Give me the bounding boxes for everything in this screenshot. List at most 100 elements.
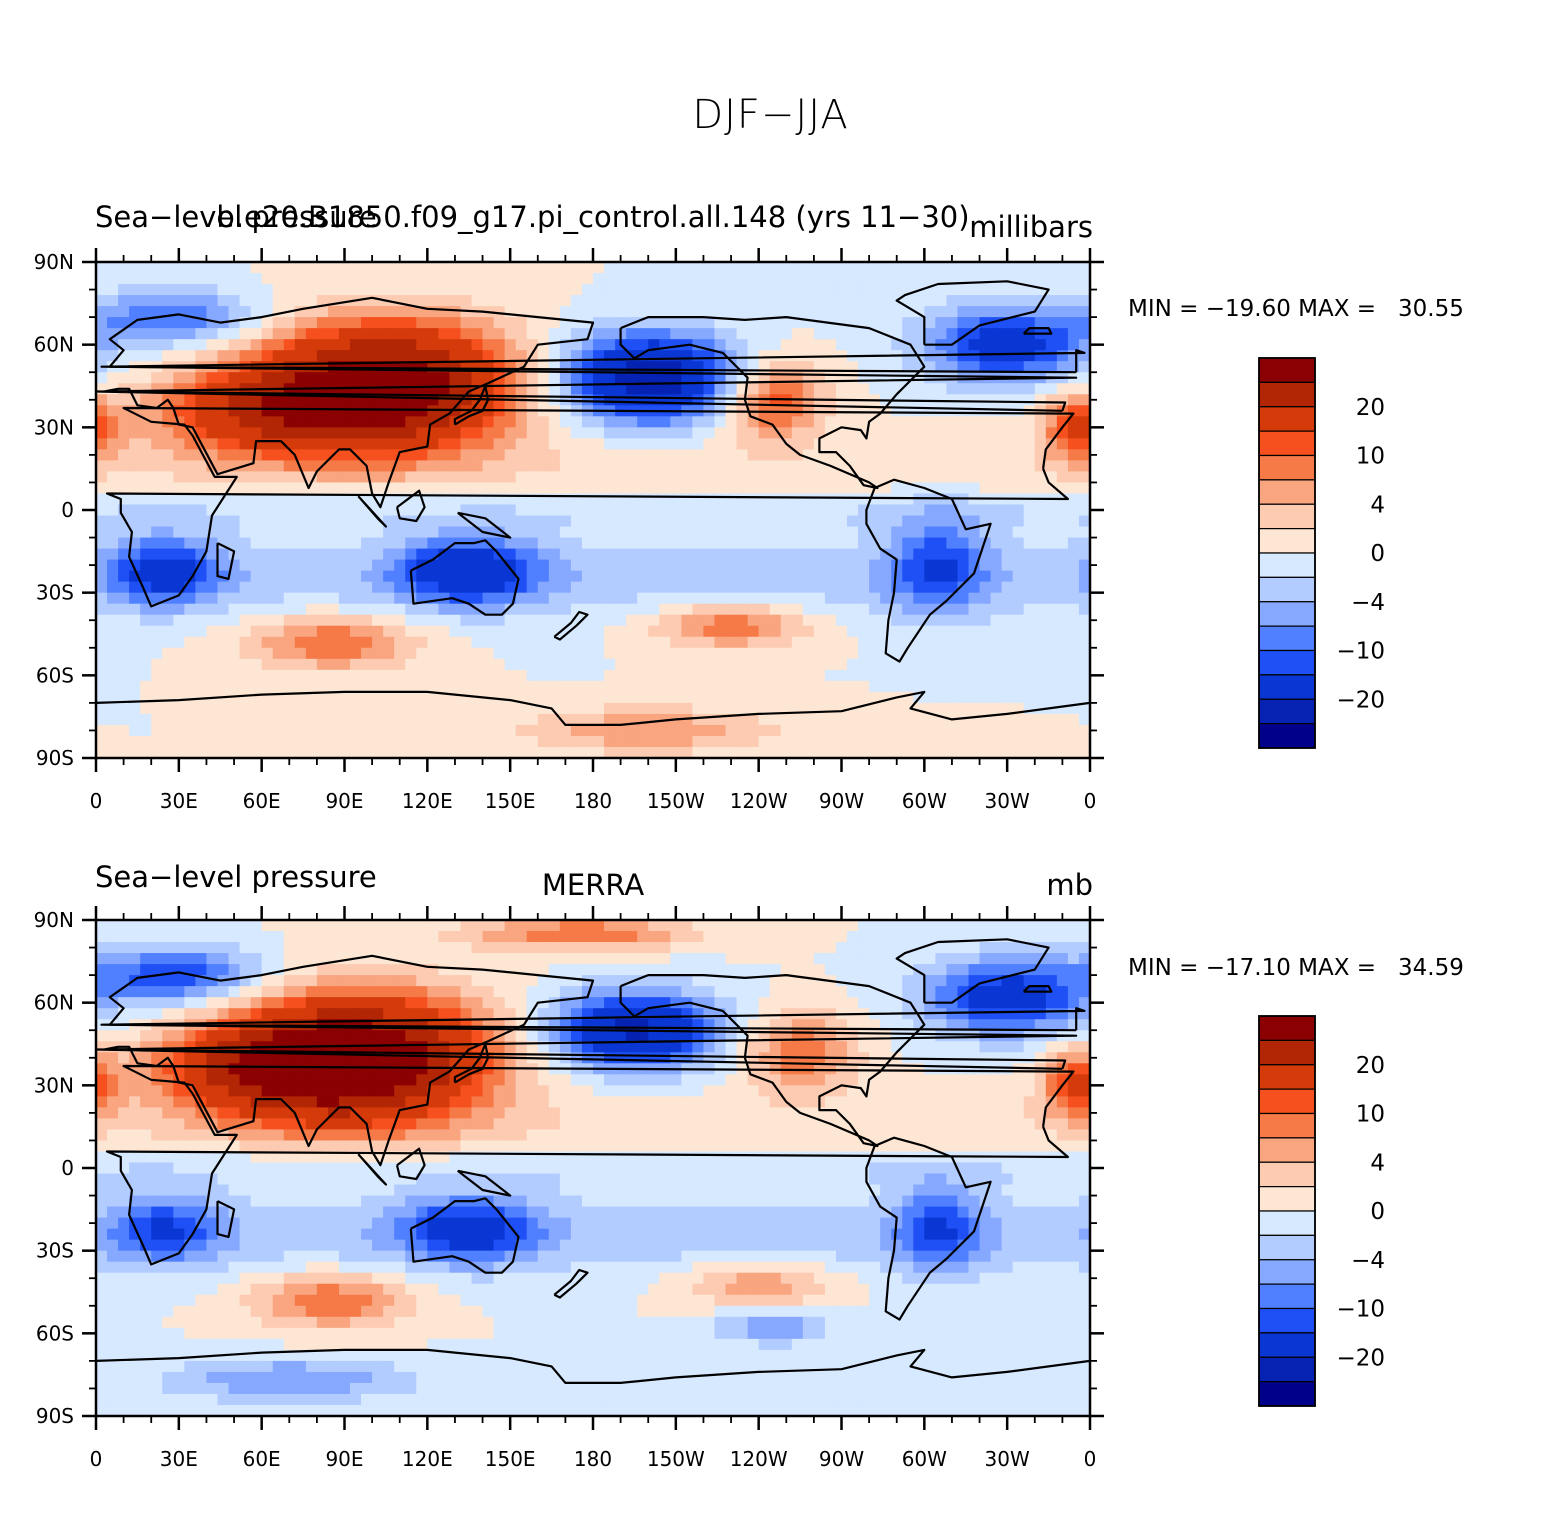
colorbar-swatch (1258, 381, 1316, 408)
lon-tick-label: 90W (819, 1447, 864, 1471)
colorbar-swatch (1258, 1307, 1316, 1334)
lat-tick-label: 0 (61, 1156, 74, 1180)
map-panel-0: 90N 60N 30N 0 30S 60S 90S 0 30E 60E 90E 120E 150E 180… (34, 248, 1385, 813)
panel-right-title: millibars (969, 210, 1093, 244)
panel-left-title: Sea−level pressure (95, 860, 377, 894)
colorbar-swatch (1258, 503, 1316, 530)
lat-tick-label: 90N (34, 908, 74, 932)
min-max-readout: MIN = −19.60 MAX = 30.55 (1128, 296, 1464, 322)
colorbar-swatch (1258, 1088, 1316, 1115)
colorbar-label: 20 (1356, 395, 1385, 421)
colorbar-swatch (1258, 1259, 1316, 1285)
lon-tick-label: 60W (902, 1447, 947, 1471)
colorbar-swatch (1258, 1356, 1316, 1383)
colorbar-swatch (1258, 454, 1316, 481)
colorbar-swatch (1258, 528, 1316, 554)
colorbar-label: −4 (1351, 1248, 1385, 1274)
colorbar-swatch (1258, 723, 1316, 749)
lat-tick-label: 90N (34, 250, 74, 274)
colorbar-swatch (1258, 649, 1316, 676)
colorbar-label: 10 (1356, 1102, 1385, 1128)
lon-tick-label: 90E (325, 789, 363, 813)
colorbar-label: −4 (1351, 590, 1385, 616)
colorbar-swatch (1258, 552, 1316, 578)
lon-tick-label: 120E (402, 1447, 453, 1471)
lon-tick-label: 90W (819, 789, 864, 813)
lat-tick-label: 30S (36, 581, 74, 605)
lon-tick-label: 120W (730, 1447, 788, 1471)
lon-tick-label: 180 (574, 1447, 612, 1471)
colorbar-label: −20 (1336, 1345, 1385, 1371)
panel-left-title: Sea−level pressure (95, 200, 377, 234)
lat-tick-label: 60S (36, 663, 74, 687)
colorbar-swatch (1258, 698, 1316, 725)
colorbar-swatch (1258, 406, 1316, 432)
pressure-field (96, 262, 1090, 758)
lon-tick-label: 30E (160, 1447, 198, 1471)
colorbar-label: −10 (1336, 1297, 1385, 1323)
coastlines (96, 938, 1090, 1384)
lat-tick-label: 90S (36, 746, 74, 770)
colorbar-label: −10 (1336, 639, 1385, 665)
colorbar-swatch (1258, 1234, 1316, 1261)
lat-tick-label: 0 (61, 498, 74, 522)
colorbar-label: 4 (1370, 1150, 1385, 1176)
lon-tick-label: 0 (90, 789, 103, 813)
colorbar-swatch (1258, 1332, 1316, 1358)
colorbar-swatch (1258, 1112, 1316, 1139)
colorbar-swatch (1258, 1015, 1316, 1041)
lon-tick-label: 60W (902, 789, 947, 813)
lat-tick-label: 60S (36, 1321, 74, 1345)
min-max-readout: MIN = −17.10 MAX = 34.59 (1128, 955, 1464, 981)
lon-tick-label: 150W (647, 1447, 705, 1471)
colorbar-swatch (1258, 1186, 1316, 1212)
colorbar-swatch (1258, 1039, 1316, 1066)
lat-tick-label: 60N (34, 333, 74, 357)
coastlines (96, 280, 1090, 726)
lon-tick-label: 0 (90, 1447, 103, 1471)
colorbar-swatch (1258, 601, 1316, 627)
colorbar: 20 10 4 0 −4 −10 −20 (1258, 1015, 1385, 1407)
colorbar-swatch (1258, 430, 1316, 457)
colorbar-label: −20 (1336, 687, 1385, 713)
lat-tick-label: 30N (34, 415, 74, 439)
lon-tick-label: 180 (574, 789, 612, 813)
panel-center-title: MERRA (541, 868, 645, 902)
colorbar-label: 0 (1370, 541, 1385, 567)
panel-center-title: b.e20.B1850.f09_g17.pi_control.all.148 (… (216, 200, 970, 234)
lat-tick-label: 60N (34, 991, 74, 1015)
lat-tick-label: 90S (36, 1404, 74, 1428)
panel-right-title: mb (1046, 868, 1093, 902)
lon-tick-label: 60E (243, 789, 281, 813)
lon-tick-label: 150E (485, 789, 536, 813)
colorbar-swatch (1258, 1210, 1316, 1236)
map-panel-1: 90N 60N 30N 0 30S 60S 90S 0 30E 60E 90E 120E 150E 180… (34, 906, 1385, 1471)
lon-tick-label: 30W (985, 1447, 1030, 1471)
colorbar-swatch (1258, 479, 1316, 505)
colorbar-swatch (1258, 1283, 1316, 1310)
lon-tick-label: 30E (160, 789, 198, 813)
pressure-field (96, 920, 1090, 1416)
lon-tick-label: 150E (485, 1447, 536, 1471)
colorbar-swatch (1258, 1381, 1316, 1407)
lon-tick-label: 120E (402, 789, 453, 813)
colorbar-label: 20 (1356, 1053, 1385, 1079)
colorbar-swatch (1258, 674, 1316, 700)
colorbar-label: 4 (1370, 492, 1385, 518)
colorbar-swatch (1258, 625, 1316, 652)
colorbar-swatch (1258, 1161, 1316, 1188)
lon-tick-label: 0 (1084, 1447, 1097, 1471)
colorbar-swatch (1258, 1137, 1316, 1163)
lat-tick-label: 30S (36, 1239, 74, 1263)
lon-tick-label: 60E (243, 1447, 281, 1471)
colorbar-swatch (1258, 357, 1316, 383)
lon-tick-label: 150W (647, 789, 705, 813)
lon-tick-label: 0 (1084, 789, 1097, 813)
lon-tick-label: 90E (325, 1447, 363, 1471)
lat-tick-label: 30N (34, 1073, 74, 1097)
colorbar-swatch (1258, 1064, 1316, 1090)
colorbar: 20 10 4 0 −4 −10 −20 (1258, 357, 1385, 749)
colorbar-label: 0 (1370, 1199, 1385, 1225)
colorbar-swatch (1258, 576, 1316, 603)
